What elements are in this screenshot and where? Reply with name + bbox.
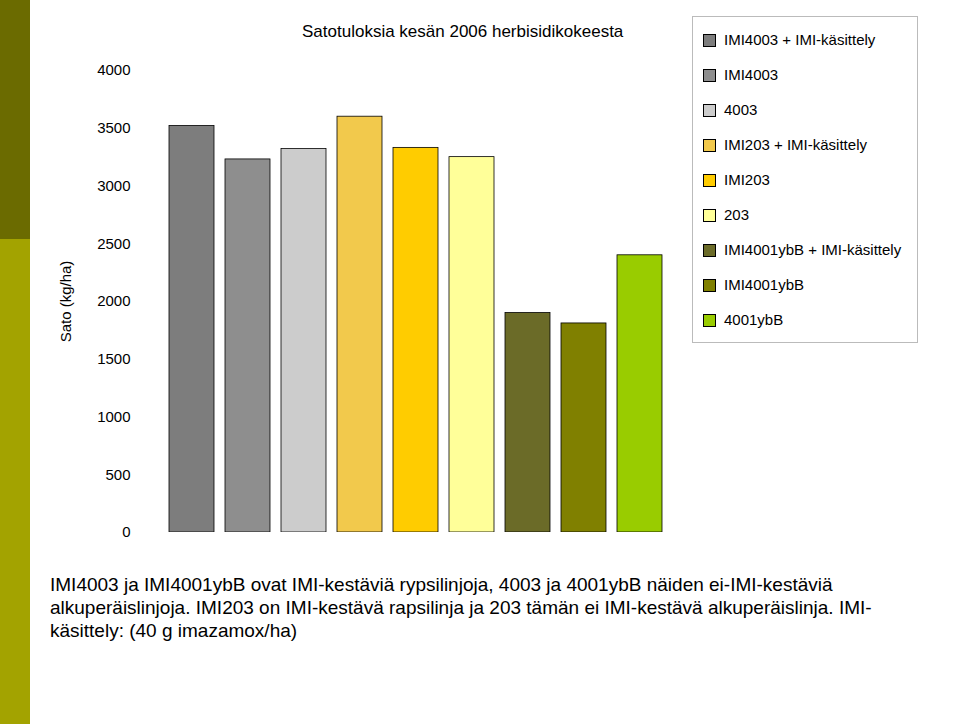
html-text:IMI4003: IMI4003 [724,66,779,83]
svg-text:2000: 2000 [97,292,130,309]
html-text:4001ybB: 4001ybB [724,311,784,328]
svg-text:1000: 1000 [97,408,130,425]
html-text:IMI4001ybB: IMI4001ybB [724,276,804,293]
svg-text:2500: 2500 [97,235,130,252]
svg-text:0: 0 [122,523,130,540]
svg-text:4000: 4000 [97,61,130,78]
html-text:IMI4003 + IMI-käsittely: IMI4003 + IMI-käsittely [724,31,876,48]
html-text:Satotuloksia kesän 2006 herbis: Satotuloksia kesän 2006 herbisidikokeest… [302,22,624,41]
html-text:IMI4003 ja IMI4001ybB ovat IMI: IMI4003 ja IMI4001ybB ovat IMI-kestäviä … [50,574,872,641]
svg-text:3000: 3000 [97,177,130,194]
html-text:IMI203: IMI203 [724,171,770,188]
svg-text:Sato (kg/ha): Sato (kg/ha) [57,261,74,343]
svg-text:3500: 3500 [97,119,130,136]
html-text:IMI4001ybB + IMI-käsittely: IMI4001ybB + IMI-käsittely [724,241,902,258]
html-text:4003: 4003 [724,101,758,118]
html-text:203: 203 [724,206,749,223]
html-text:IMI203 + IMI-käsittely: IMI203 + IMI-käsittely [724,136,867,153]
svg-text:500: 500 [105,466,130,483]
svg-text:1500: 1500 [97,350,130,367]
